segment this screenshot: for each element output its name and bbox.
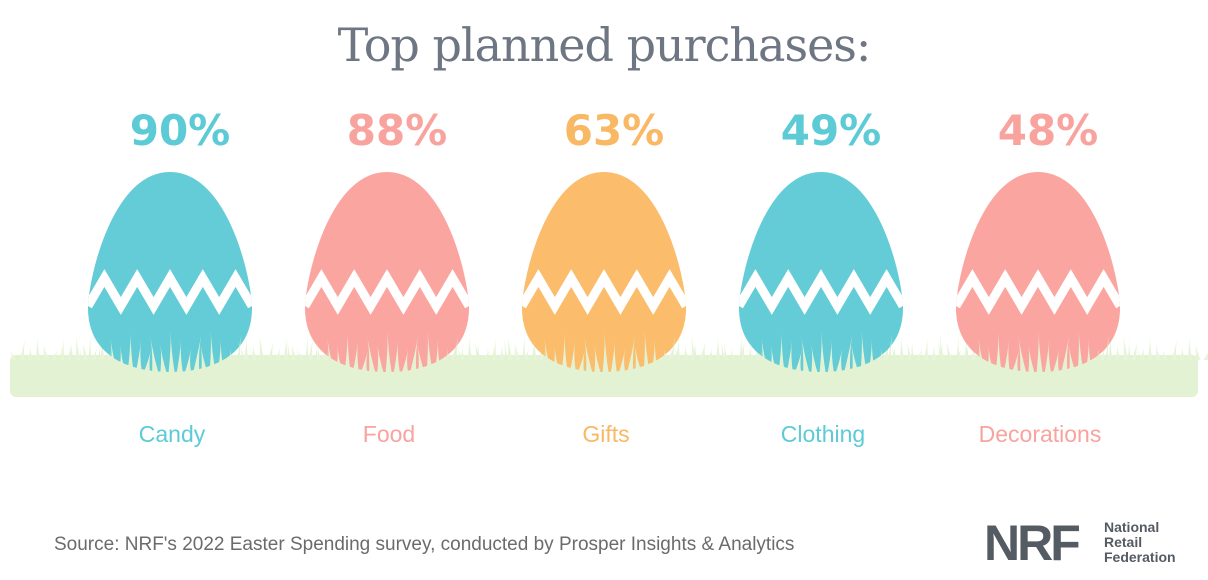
value-label: 90% [130,106,231,155]
logo-line-3: Federation [1104,549,1176,565]
value-label: 48% [998,106,1099,155]
category-label: Gifts [582,421,629,447]
egg-zigzag [956,269,1120,315]
egg-clothing [739,172,903,372]
grass-blades [494,330,707,372]
logo-text: National Retail Federation [1104,520,1176,565]
egg-zigzag [522,269,686,315]
grass-blades [60,330,273,372]
egg-zigzag [88,269,252,315]
egg-decorations [956,172,1120,372]
category-label: Candy [139,421,206,447]
nrf-logo: NRF National Retail Federation [984,518,1194,568]
source-note: Source: NRF's 2022 Easter Spending surve… [54,534,795,555]
easter-eggs-chart: 90% Candy 88% Food 63% Gifts 49% Clothing 48% Dec… [10,106,1208,447]
logo-line-1: National [1104,519,1160,535]
chart-title: Top planned purchases: [337,18,872,72]
logo-mark: NRF [984,515,1081,571]
egg-food [305,172,469,372]
value-label: 63% [564,106,665,155]
category-label: Food [363,421,415,447]
category-label: Clothing [781,421,865,447]
egg-zigzag [739,269,903,315]
logo-line-2: Retail [1104,534,1143,550]
value-label: 49% [781,106,882,155]
category-label: Decorations [979,421,1102,447]
egg-zigzag [305,269,469,315]
grass-blades [711,330,924,372]
egg-candy [88,172,252,372]
value-label: 88% [347,106,448,155]
egg-gifts [522,172,686,372]
grass-blades [277,330,490,372]
grass-blades [928,330,1141,372]
